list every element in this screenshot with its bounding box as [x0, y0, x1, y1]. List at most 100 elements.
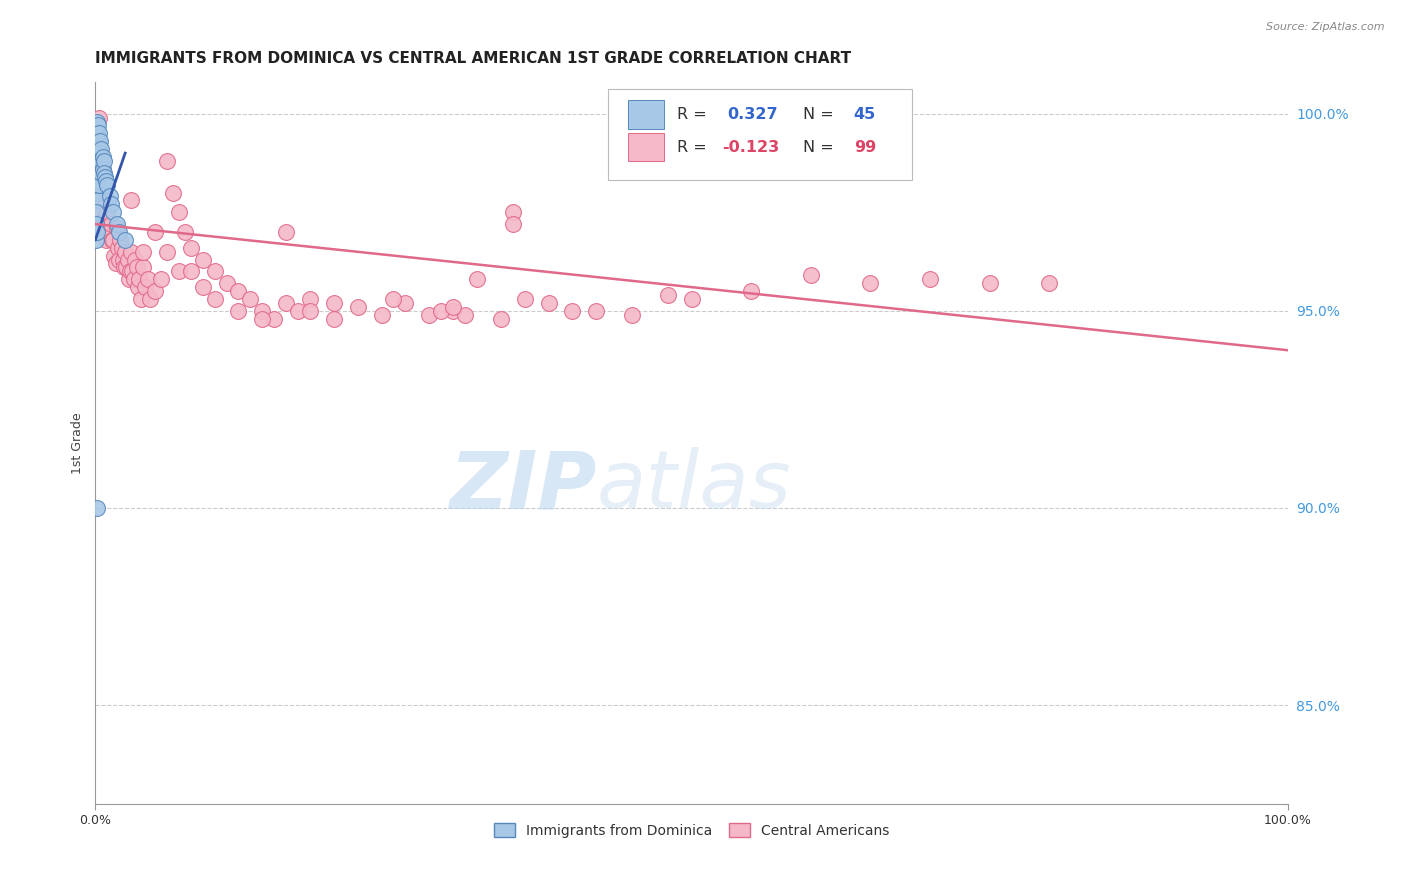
Point — [740, 284, 762, 298]
Point — [96, 205, 118, 219]
Text: ZIP: ZIP — [449, 447, 596, 525]
Point — [132, 260, 155, 275]
Point — [979, 276, 1001, 290]
Point — [86, 178, 108, 192]
Point — [94, 233, 117, 247]
Point — [465, 272, 488, 286]
Point — [139, 292, 162, 306]
Point — [156, 153, 179, 168]
Point — [537, 296, 560, 310]
Point — [859, 276, 882, 290]
Point — [124, 252, 146, 267]
Point — [103, 233, 125, 247]
Point — [118, 264, 141, 278]
Point — [91, 161, 114, 176]
Point — [370, 308, 392, 322]
Point — [94, 174, 117, 188]
Point — [129, 292, 152, 306]
Point — [118, 272, 141, 286]
Point — [298, 303, 321, 318]
Point — [86, 114, 108, 128]
Point — [173, 225, 195, 239]
Point — [90, 142, 112, 156]
Point — [104, 256, 127, 270]
Point — [110, 241, 132, 255]
FancyBboxPatch shape — [609, 89, 912, 179]
Point — [98, 228, 121, 243]
Point — [441, 300, 464, 314]
Point — [87, 174, 110, 188]
Point — [322, 296, 344, 310]
Text: N =: N = — [803, 107, 838, 122]
Point — [394, 296, 416, 310]
Text: 0.327: 0.327 — [727, 107, 778, 122]
Point — [90, 153, 112, 168]
Point — [87, 194, 110, 208]
FancyBboxPatch shape — [628, 100, 664, 129]
Point — [800, 268, 823, 283]
Point — [228, 303, 250, 318]
Point — [103, 205, 125, 219]
Point — [114, 233, 136, 247]
Point — [1038, 276, 1060, 290]
Point — [108, 225, 131, 239]
Point — [108, 252, 131, 267]
Point — [87, 119, 110, 133]
Point — [87, 127, 110, 141]
Point — [382, 292, 405, 306]
Point — [93, 153, 115, 168]
Text: Source: ZipAtlas.com: Source: ZipAtlas.com — [1267, 22, 1385, 32]
Point — [87, 142, 110, 156]
Point — [298, 292, 321, 306]
Point — [454, 308, 477, 322]
Point — [561, 303, 583, 318]
Point — [239, 292, 262, 306]
Point — [585, 303, 607, 318]
Point — [162, 186, 184, 200]
Point — [167, 205, 190, 219]
Point — [276, 296, 298, 310]
Point — [252, 311, 274, 326]
Point — [86, 169, 108, 184]
Point — [105, 217, 128, 231]
Point — [105, 221, 128, 235]
Point — [430, 303, 453, 318]
Point — [110, 233, 132, 247]
Point — [86, 500, 108, 515]
Text: R =: R = — [678, 139, 713, 154]
Point — [252, 303, 274, 318]
Text: 99: 99 — [853, 139, 876, 154]
Point — [127, 280, 149, 294]
Point — [143, 284, 166, 298]
Point — [128, 272, 150, 286]
Point — [87, 166, 110, 180]
Point — [143, 225, 166, 239]
Point — [100, 197, 122, 211]
Point — [87, 134, 110, 148]
Point — [89, 202, 111, 216]
Point — [204, 264, 226, 278]
Point — [107, 241, 129, 255]
Point — [620, 308, 643, 322]
Point — [502, 205, 524, 219]
Point — [502, 217, 524, 231]
Point — [136, 272, 159, 286]
Point — [87, 174, 110, 188]
Text: -0.123: -0.123 — [723, 139, 780, 154]
Point — [114, 244, 136, 259]
Point — [121, 264, 143, 278]
Point — [489, 311, 512, 326]
Point — [87, 186, 110, 200]
Point — [228, 284, 250, 298]
Text: 45: 45 — [853, 107, 876, 122]
Point — [86, 146, 108, 161]
Point — [97, 225, 120, 239]
FancyBboxPatch shape — [628, 133, 664, 161]
Text: N =: N = — [803, 139, 838, 154]
Point — [156, 244, 179, 259]
Point — [86, 186, 108, 200]
Point — [86, 127, 108, 141]
Point — [86, 225, 108, 239]
Point — [87, 158, 110, 172]
Point — [87, 111, 110, 125]
